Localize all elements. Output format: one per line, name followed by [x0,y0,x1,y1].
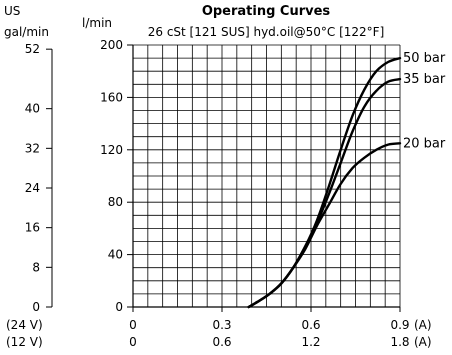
gal-min-unit-label: gal/min [4,25,49,39]
x-tick-label-24v: 0.6 [301,318,320,332]
secondary-tick-label: 52 [25,42,40,56]
series-label-50-bar: 50 bar [403,51,446,66]
curve-20-bar [247,142,402,309]
y-tick-label: 80 [108,195,123,209]
curve-50-bar [247,56,402,309]
x-tick-label-12v: 1.2 [301,335,320,349]
us-unit-label: US [4,4,20,18]
secondary-tick-label: 8 [32,260,40,274]
lmin-unit-label: l/min [82,16,112,30]
grid [132,44,401,308]
series-label-20-bar: 20 bar [403,136,446,151]
chart-title: Operating Curves [202,4,331,19]
secondary-tick-label: 24 [25,181,40,195]
tick-labels: 04080120160200081624324052000.30.60.61.2… [25,38,446,349]
chart-subtitle: 26 cSt [121 SUS] hyd.oil@50°C [122°F] [148,25,385,39]
secondary-tick-label: 16 [25,221,40,235]
y-tick-label: 0 [115,300,123,314]
x-row-label-12v: (12 V) [6,335,43,349]
secondary-tick-label: 40 [25,102,40,116]
y-tick-label: 200 [100,38,123,52]
axes [46,44,401,312]
x-tick-label-12v: 0.6 [212,335,231,349]
x-unit-label-24v: (A) [414,318,432,332]
curve-35-bar [247,77,402,309]
secondary-tick-label: 32 [25,141,40,155]
curves [247,56,402,309]
x-tick-label-24v: 0.3 [212,318,231,332]
secondary-tick-label: 0 [32,300,40,314]
x-tick-label-24v: 0.9 [390,318,409,332]
y-tick-label: 160 [100,90,123,104]
x-tick-label-12v: 1.8 [390,335,409,349]
x-row-label-24v: (24 V) [6,318,43,332]
y-tick-label: 40 [108,248,123,262]
x-tick-label-24v: 0 [129,318,137,332]
x-unit-label-12v: (A) [414,335,432,349]
x-tick-label-12v: 0 [129,335,137,349]
y-tick-label: 120 [100,143,123,157]
series-label-35-bar: 35 bar [403,72,446,87]
